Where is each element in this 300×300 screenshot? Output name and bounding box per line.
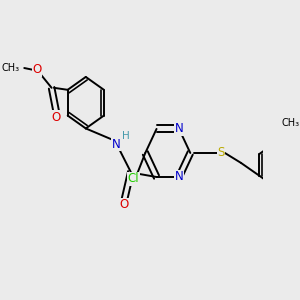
Text: CH₃: CH₃ bbox=[1, 63, 20, 73]
Text: O: O bbox=[32, 64, 42, 76]
Text: S: S bbox=[217, 146, 224, 160]
Text: Cl: Cl bbox=[128, 172, 139, 185]
Text: N: N bbox=[112, 138, 121, 151]
Text: N: N bbox=[175, 170, 183, 184]
Text: O: O bbox=[52, 111, 61, 124]
Text: O: O bbox=[120, 198, 129, 211]
Text: H: H bbox=[122, 131, 130, 141]
Text: CH₃: CH₃ bbox=[281, 118, 299, 128]
Text: N: N bbox=[175, 122, 183, 135]
